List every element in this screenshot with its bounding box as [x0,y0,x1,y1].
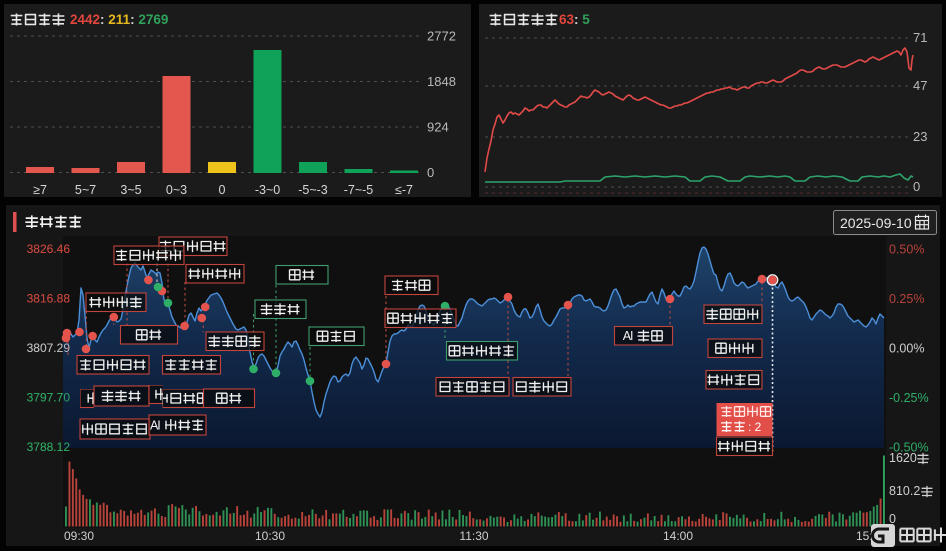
svg-text:3816.88: 3816.88 [27,292,71,306]
svg-text:3816.88: 3816.88 [27,292,71,306]
svg-text:09:30: 09:30 [64,529,94,543]
svg-text:-0.25%: -0.25% [889,391,929,405]
svg-text:1848: 1848 [427,74,456,89]
svg-text:0: 0 [219,183,226,197]
svg-text:23: 23 [913,129,927,144]
svg-text:≤-7: ≤-7 [395,183,413,197]
svg-text:47: 47 [913,78,927,93]
svg-text:3797.70: 3797.70 [27,391,71,405]
svg-text:3788.12: 3788.12 [27,440,71,454]
svg-text:11:30: 11:30 [459,529,488,543]
svg-text:-7~-5: -7~-5 [344,183,374,197]
svg-text:0~3: 0~3 [166,183,187,197]
svg-text:I: I [157,419,160,433]
svg-text:2442: 211: 2769: 2442: 211: 2769 [70,12,168,27]
svg-text:3788.12: 3788.12 [27,440,71,454]
svg-text:2025-09-10: 2025-09-10 [840,215,912,231]
svg-text:10:30: 10:30 [255,529,285,543]
svg-text:-3~0: -3~0 [255,183,280,197]
svg-text:1620: 1620 [889,451,917,465]
svg-text:A: A [150,419,159,433]
svg-text:-0.50%: -0.50% [889,441,929,455]
svg-text:810.2: 810.2 [889,484,920,498]
svg-text:3826.46: 3826.46 [27,242,71,256]
svg-text:≥7: ≥7 [33,183,47,197]
svg-text:0.00%: 0.00% [889,342,924,356]
svg-text:3807.29: 3807.29 [27,341,71,355]
svg-text:0: 0 [889,512,896,526]
svg-text:I: I [630,329,633,343]
svg-text:71: 71 [913,30,927,45]
svg-text:0: 0 [427,165,434,180]
svg-text:: 2: : 2 [748,420,762,434]
svg-text:924: 924 [427,120,449,135]
svg-text:3807.29: 3807.29 [27,341,71,355]
svg-text:2772: 2772 [427,29,456,44]
svg-text:0.50%: 0.50% [889,243,924,257]
svg-text:-5~-3: -5~-3 [298,183,328,197]
svg-text:0.25%: 0.25% [889,292,924,306]
svg-text:3826.46: 3826.46 [27,242,71,256]
svg-text:3797.70: 3797.70 [27,391,71,405]
svg-text:A: A [623,329,632,343]
svg-text:3~5: 3~5 [120,183,141,197]
svg-text:0: 0 [913,179,920,194]
svg-text:14:00: 14:00 [663,529,693,543]
svg-text:5~7: 5~7 [75,183,96,197]
svg-text:63: 5: 63: 5 [559,12,590,27]
